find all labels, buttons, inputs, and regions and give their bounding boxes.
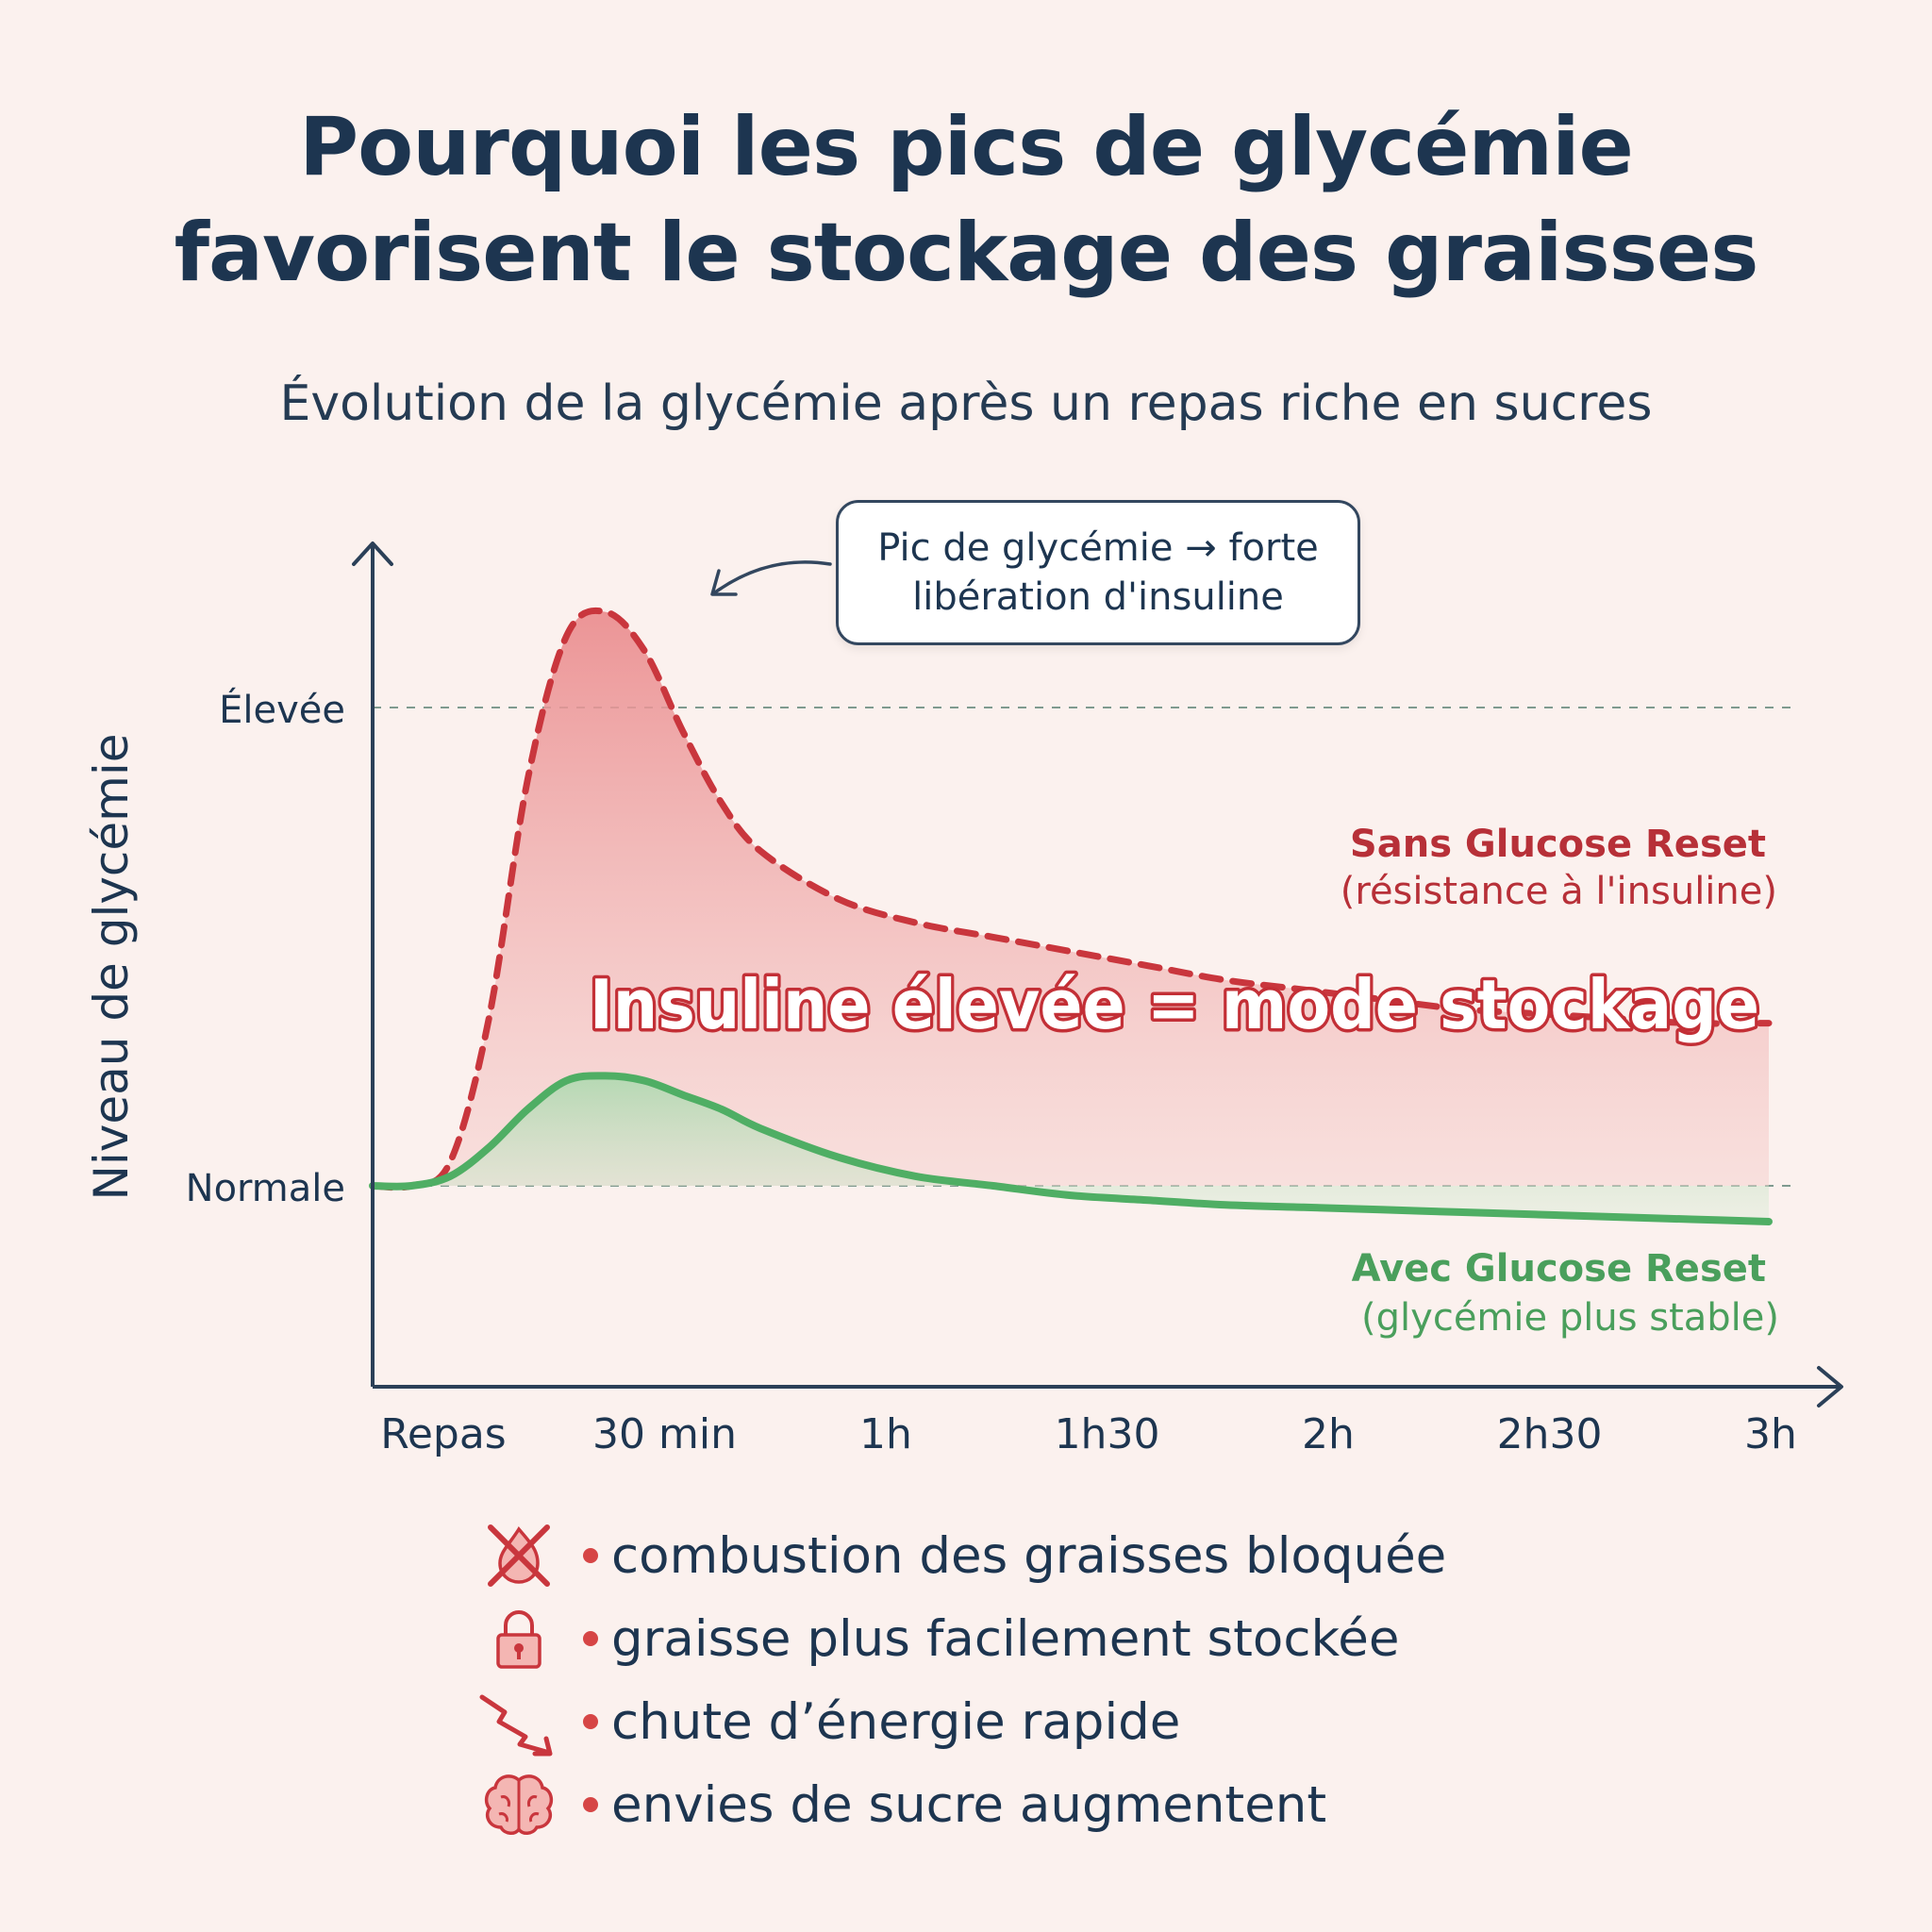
energy-drop-icon (472, 1684, 566, 1759)
legend-bullet (583, 1714, 598, 1729)
x-tick-label: 3h (1744, 1410, 1797, 1458)
x-tick-label: 1h (859, 1410, 912, 1458)
y-axis-arrow-icon (352, 541, 393, 566)
callout-arrow-head-icon (710, 569, 738, 596)
callout-line-1: Pic de glycémie → forte (877, 526, 1319, 570)
legend-item: envies de sucre augmentent (472, 1763, 1446, 1846)
series-note-sans: (résistance à l'insuline) (1341, 870, 1777, 913)
series-note-avec: (glycémie plus stable) (1361, 1296, 1779, 1340)
title-line-2: favorisent le stockage des graisses (174, 206, 1759, 300)
fat-burn-blocked-icon (472, 1518, 566, 1593)
brain-icon (472, 1767, 566, 1842)
legend-text: chute d’énergie rapide (611, 1692, 1181, 1751)
x-tick-label: Repas (380, 1410, 506, 1458)
area-sans-glucose-reset (373, 610, 1769, 1188)
legend-bullet (583, 1631, 598, 1646)
y-tick-label: Élevée (219, 687, 345, 732)
x-axis-arrow-icon (1817, 1366, 1843, 1407)
series-label-avec: Avec Glucose Reset (1352, 1247, 1766, 1291)
effects-legend: combustion des graisses bloquée graisse p… (472, 1514, 1446, 1846)
lock-icon (472, 1601, 566, 1676)
y-axis-label: Niveau de glycémie (84, 733, 139, 1200)
line-avec-glucose-reset (369, 1072, 1773, 1225)
x-tick-label: 1h30 (1055, 1410, 1160, 1458)
legend-item: chute d’énergie rapide (472, 1680, 1446, 1763)
legend-item: graisse plus facilement stockée (472, 1597, 1446, 1680)
peak-callout: Pic de glycémie → forte libération d'ins… (836, 500, 1360, 645)
annotation-insuline: Insuline élevée = mode stockage (590, 965, 1759, 1044)
y-tick-label: Normale (186, 1167, 345, 1210)
line-sans-glucose-reset (369, 607, 1773, 1191)
x-tick-label: 2h30 (1497, 1410, 1603, 1458)
legend-text: graisse plus facilement stockée (611, 1609, 1400, 1668)
legend-text: combustion des graisses bloquée (611, 1526, 1447, 1585)
legend-bullet (583, 1797, 598, 1812)
chart-subtitle: Évolution de la glycémie après un repas … (279, 375, 1653, 432)
x-tick-label: 2h (1302, 1410, 1355, 1458)
legend-text: envies de sucre augmentent (611, 1775, 1327, 1834)
series-label-sans: Sans Glucose Reset (1350, 823, 1766, 866)
x-tick-label: 30 min (592, 1410, 737, 1458)
legend-bullet (583, 1548, 598, 1563)
callout-arrow (713, 560, 832, 594)
title-line-1: Pourquoi les pics de glycémie (299, 100, 1634, 194)
callout-line-2: libération d'insuline (912, 575, 1284, 619)
page-title: Pourquoi les pics de glycémie favorisent… (0, 94, 1932, 306)
legend-item: combustion des graisses bloquée (472, 1514, 1446, 1597)
